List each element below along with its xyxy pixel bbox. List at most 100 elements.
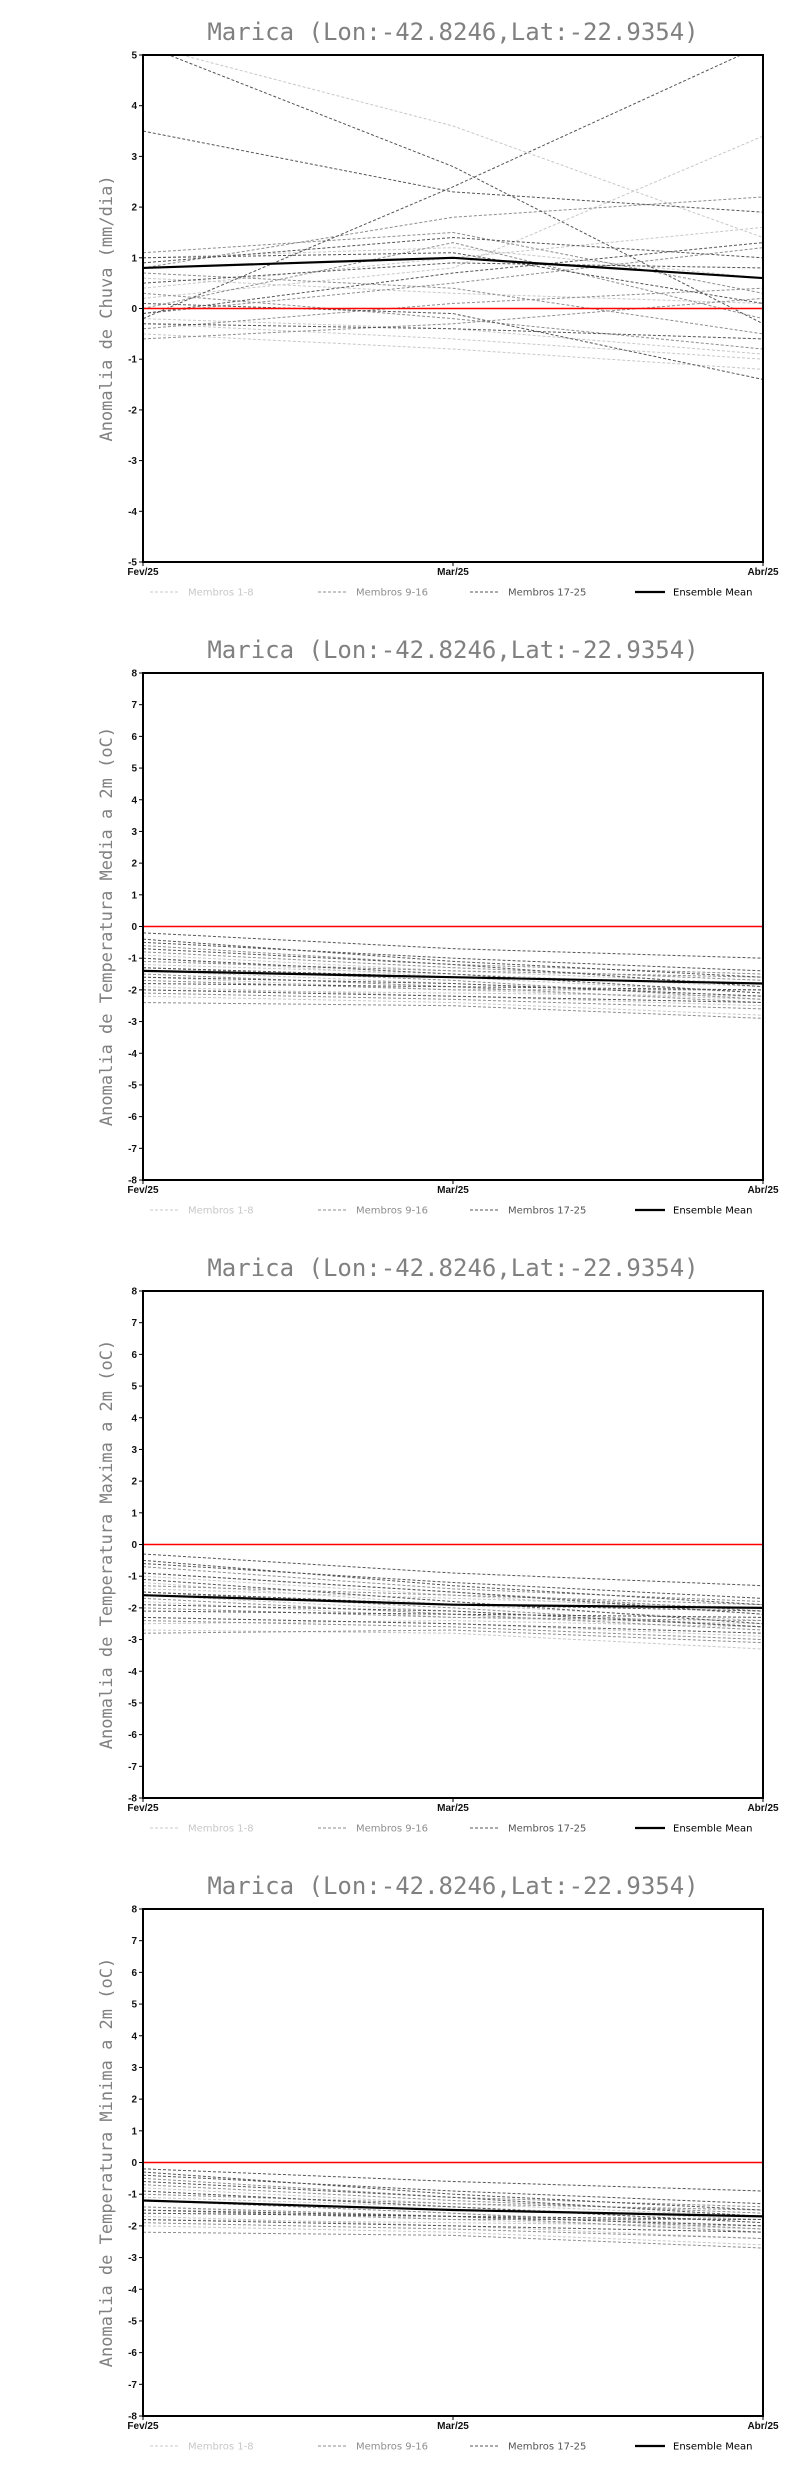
- y-tick-label: 0: [131, 2158, 137, 2169]
- legend-label: Membros 17-25: [508, 1824, 586, 1835]
- y-tick-label: -3: [128, 1017, 137, 1028]
- member-line: [143, 948, 763, 988]
- member-line: [143, 231, 763, 294]
- y-tick-label: -3: [128, 456, 137, 467]
- x-tick-label: Fev/25: [127, 1185, 159, 1196]
- member-line: [143, 951, 763, 981]
- y-tick-label: 7: [131, 700, 137, 711]
- y-tick-label: -6: [128, 1730, 137, 1741]
- member-line: [143, 979, 763, 991]
- member-line: [143, 2168, 763, 2192]
- y-tick-label: 5: [131, 764, 137, 775]
- x-tick-label: Abr/25: [747, 1185, 779, 1196]
- y-tick-label: 5: [131, 1382, 137, 1393]
- series-group: [143, 55, 763, 380]
- chart-title: Marica (Lon:-42.8246,Lat:-22.9354): [207, 1872, 698, 1900]
- member-line: [143, 1563, 763, 1599]
- member-line: [143, 1559, 763, 1606]
- ensemble-mean-line: [143, 969, 763, 985]
- member-line: [143, 992, 763, 1010]
- member-line: [143, 323, 763, 340]
- x-tick-label: Fev/25: [127, 567, 159, 578]
- legend-label: Membros 9-16: [356, 1206, 428, 1217]
- legend-label: Membros 9-16: [356, 588, 428, 599]
- member-line: [143, 237, 763, 264]
- member-line: [143, 1616, 763, 1634]
- ensemble-mean-line: [143, 2199, 763, 2218]
- member-line: [143, 1002, 763, 1019]
- y-tick-label: 1: [131, 253, 137, 264]
- chart-svg: Marica (Lon:-42.8246,Lat:-22.9354) Anomal…: [97, 18, 779, 599]
- y-tick-label: 1: [131, 1508, 137, 1519]
- ensemble-mean-line: [143, 1594, 763, 1609]
- y-tick-label: 1: [131, 890, 137, 901]
- member-line: [143, 2181, 763, 2217]
- x-tick-label: Mar/25: [437, 1803, 469, 1814]
- member-line: [143, 1629, 763, 1650]
- member-line: [143, 252, 763, 304]
- member-line: [143, 983, 763, 991]
- legend-label: Ensemble Mean: [673, 1206, 752, 1217]
- x-tick-label: Mar/25: [437, 1185, 469, 1196]
- member-line: [143, 333, 763, 370]
- y-tick-label: 8: [131, 1287, 137, 1298]
- chart-title: Marica (Lon:-42.8246,Lat:-22.9354): [207, 636, 698, 664]
- legend-label: Membros 9-16: [356, 1824, 428, 1835]
- member-line: [143, 287, 763, 330]
- y-axis-label: Anomalia de Temperatura Minima a 2m (oC): [97, 1958, 117, 2367]
- y-tick-label: -4: [128, 507, 137, 518]
- y-axis-label: Anomalia de Chuva (mm/dia): [97, 175, 117, 441]
- y-tick-label: 0: [131, 1540, 137, 1551]
- y-tick-label: -2: [128, 405, 137, 416]
- y-tick-label: -3: [128, 2253, 137, 2264]
- y-tick-label: -4: [128, 1667, 137, 1678]
- member-line: [143, 932, 763, 959]
- y-tick-label: 8: [131, 1905, 137, 1916]
- member-line: [143, 277, 763, 304]
- y-tick-label: 0: [131, 304, 137, 315]
- member-line: [143, 196, 763, 269]
- y-tick-label: -4: [128, 1049, 137, 1060]
- member-line: [143, 2231, 763, 2249]
- member-line: [143, 2225, 763, 2246]
- y-tick-label: -5: [128, 558, 137, 569]
- member-line: [143, 247, 763, 279]
- legend-label: Ensemble Mean: [673, 2442, 752, 2453]
- legend-label: Membros 1-8: [188, 1824, 254, 1835]
- x-tick-label: Fev/25: [127, 2421, 159, 2432]
- y-axis-label: Anomalia de Temperatura Media a 2m (oC): [97, 727, 117, 1126]
- y-tick-label: 3: [131, 152, 137, 163]
- y-tick-label: 2: [131, 1477, 137, 1488]
- member-line: [143, 262, 763, 284]
- x-tick-label: Abr/25: [747, 567, 779, 578]
- member-line: [143, 1591, 763, 1628]
- y-tick-label: 5: [131, 51, 137, 62]
- y-tick-label: 3: [131, 2063, 137, 2074]
- chart-svg: Marica (Lon:-42.8246,Lat:-22.9354) Anomal…: [97, 636, 779, 1217]
- member-line: [143, 247, 763, 315]
- y-tick-label: -7: [128, 2380, 137, 2391]
- chart-panel-chuva: Marica (Lon:-42.8246,Lat:-22.9354) Anomal…: [0, 0, 800, 618]
- y-tick-label: 2: [131, 203, 137, 214]
- member-line: [143, 1629, 763, 1644]
- member-line: [143, 302, 763, 380]
- y-tick-label: -5: [128, 2316, 137, 2327]
- member-line: [179, 55, 763, 238]
- y-tick-label: 2: [131, 2095, 137, 2106]
- member-line: [143, 2219, 763, 2233]
- member-line: [143, 976, 763, 997]
- y-tick-label: 7: [131, 1936, 137, 1947]
- member-line: [143, 1585, 763, 1606]
- member-line: [143, 2193, 763, 2211]
- member-line: [143, 135, 763, 299]
- chart-svg: Marica (Lon:-42.8246,Lat:-22.9354) Anomal…: [97, 1254, 779, 1835]
- legend-label: Membros 17-25: [508, 1206, 586, 1217]
- y-tick-label: -1: [128, 2190, 137, 2201]
- member-line: [143, 1620, 763, 1641]
- member-line: [143, 297, 763, 340]
- member-line: [143, 2219, 763, 2227]
- chart-panel-temperatura-media: Marica (Lon:-42.8246,Lat:-22.9354) Anomal…: [0, 618, 800, 1236]
- y-tick-label: -4: [128, 2285, 137, 2296]
- chart-title: Marica (Lon:-42.8246,Lat:-22.9354): [207, 1254, 698, 1282]
- y-tick-label: -6: [128, 2348, 137, 2359]
